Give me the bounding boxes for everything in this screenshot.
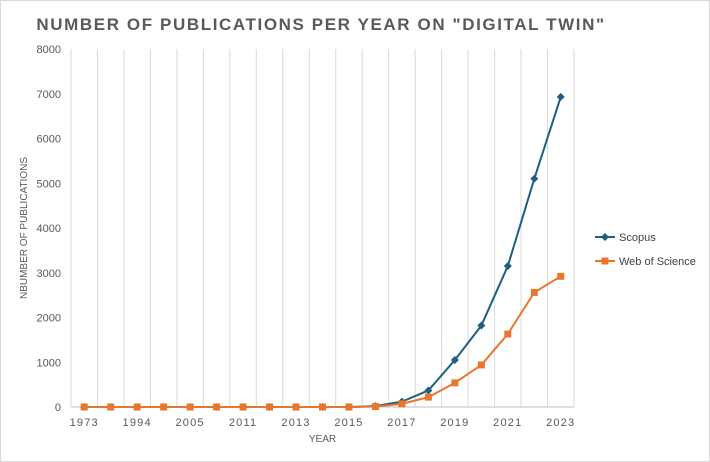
- legend-label: Scopus: [619, 232, 656, 244]
- data-point: [424, 386, 433, 395]
- data-point: [266, 403, 274, 411]
- series-line: [84, 275, 562, 408]
- data-point: [398, 400, 406, 408]
- x-tick-label: 2021: [493, 417, 522, 429]
- data-point: [371, 403, 379, 411]
- x-tick-label: 1973: [70, 417, 99, 429]
- data-point: [556, 92, 565, 101]
- x-tick-label: 2015: [334, 417, 363, 429]
- legend-swatch-marker: [601, 257, 609, 265]
- x-tick-label: 2011: [229, 417, 257, 429]
- y-tick-label: 4000: [37, 223, 61, 235]
- data-point: [477, 361, 485, 369]
- data-point: [477, 321, 486, 330]
- chart-title: NUMBER OF PUBLICATIONS PER YEAR ON "DIGI…: [36, 15, 606, 34]
- x-axis-title: YEAR: [309, 434, 336, 445]
- legend: Scopus Web of Science: [595, 232, 696, 268]
- x-tick-label: 2013: [281, 417, 310, 429]
- y-tick-label: 7000: [37, 89, 61, 101]
- data-point: [107, 403, 115, 411]
- x-tick-label: 2019: [440, 417, 469, 429]
- data-point: [80, 403, 88, 411]
- x-tick-label: 2023: [546, 417, 575, 429]
- series-line: [84, 96, 562, 408]
- legend-item: Web of Science: [595, 256, 696, 268]
- data-point: [292, 403, 300, 411]
- series-lines: [80, 92, 565, 411]
- y-tick-label: 1000: [37, 357, 61, 369]
- y-tick-label: 2000: [37, 313, 61, 325]
- legend-label: Web of Science: [619, 256, 696, 268]
- y-tick-label: 3000: [37, 268, 61, 280]
- data-point: [133, 403, 141, 411]
- data-point: [239, 403, 247, 411]
- x-tick-label: 1994: [123, 417, 152, 429]
- data-point: [504, 330, 512, 338]
- data-point: [424, 393, 432, 401]
- x-tick-label: 2017: [387, 417, 416, 429]
- data-point: [503, 262, 512, 271]
- y-tick-label: 8000: [37, 44, 61, 56]
- data-point: [213, 403, 221, 411]
- legend-item: Scopus: [595, 232, 656, 244]
- data-point: [530, 174, 539, 183]
- x-tick-label: 2005: [175, 417, 204, 429]
- y-tick-label: 5000: [37, 178, 61, 190]
- legend-swatch-marker: [601, 233, 609, 241]
- data-point: [451, 379, 459, 387]
- y-tick-label: 0: [55, 402, 61, 414]
- series-scopus: [80, 92, 565, 411]
- series-web-of-science: [80, 272, 565, 411]
- gridlines: [70, 49, 575, 407]
- data-point: [160, 403, 168, 411]
- data-point: [450, 356, 459, 365]
- y-axis-title: NBUMBER OF PUBLICATIONS: [19, 157, 30, 299]
- data-point: [186, 403, 194, 411]
- data-point: [530, 288, 538, 296]
- data-point: [557, 272, 565, 280]
- y-tick-label: 6000: [37, 134, 61, 146]
- data-point: [345, 403, 353, 411]
- data-point: [319, 403, 326, 411]
